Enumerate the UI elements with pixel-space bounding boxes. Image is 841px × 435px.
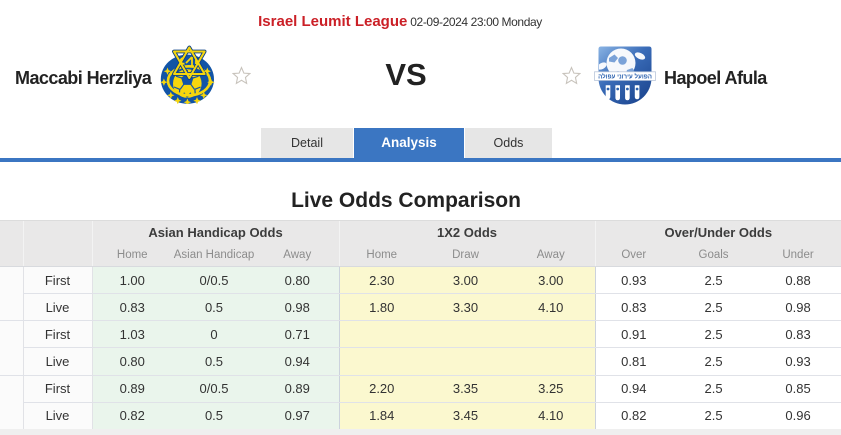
svg-text:הפועל עירוני עפולה: הפועל עירוני עפולה bbox=[598, 72, 652, 80]
